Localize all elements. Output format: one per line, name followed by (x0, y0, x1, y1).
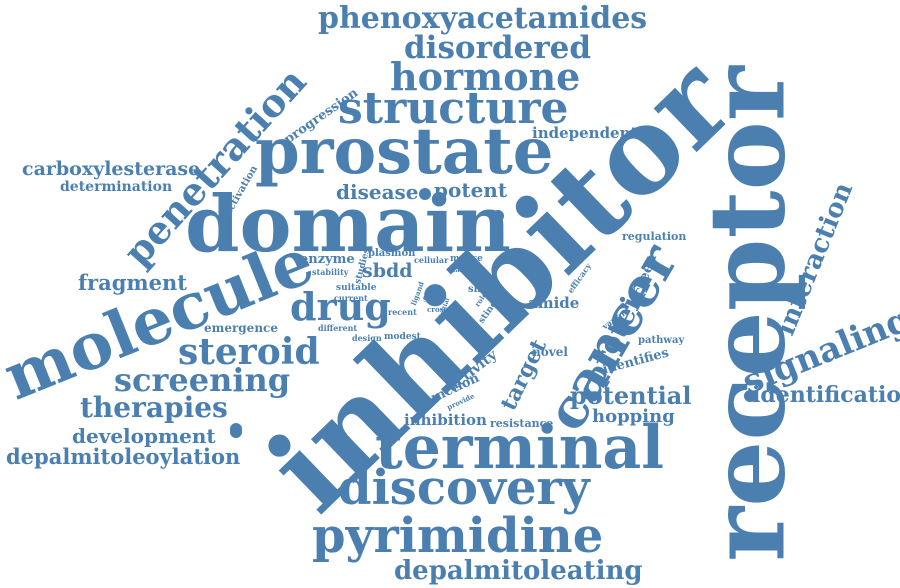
dot-identification (744, 390, 756, 402)
word-carboxylesterase: carboxylesterase (22, 158, 201, 180)
word-steroid: steroid (178, 331, 320, 373)
word-hormone: hormone (390, 54, 581, 99)
word-drug: drug (290, 284, 391, 329)
word-resistance: resistance (490, 417, 554, 430)
word-disordered: disordered (404, 30, 592, 66)
word-hopping: hopping (592, 406, 675, 427)
word-fragment: fragment (78, 270, 187, 295)
word-screening: screening (114, 361, 291, 399)
dot-inhibitor (492, 210, 504, 222)
word-design: design (352, 333, 382, 343)
word-therapies: therapies (80, 391, 228, 424)
word-terminal: terminal (375, 413, 665, 483)
word-plasmon: plasmon (368, 248, 416, 259)
word-potent: potent (434, 178, 508, 202)
word-pathway: pathway (638, 335, 685, 346)
word-good: good (423, 293, 443, 302)
word-pyrimidine: pyrimidine (312, 508, 604, 564)
word-sbdd: sbdd (362, 260, 413, 282)
word-prostate: prostate (255, 114, 554, 189)
word-modest: modest (384, 332, 421, 342)
word-amide: amide (528, 294, 580, 312)
word-shr: shr (468, 284, 487, 295)
word-depalmitoleating: depalmitoleating (394, 556, 643, 586)
word-cross: cross (427, 305, 448, 314)
word-independent: independent (532, 124, 638, 142)
word-current: current (334, 293, 368, 303)
word-determination: determination (60, 179, 173, 195)
word-disease: disease (336, 180, 419, 204)
word-inhibition: inhibition (404, 411, 487, 429)
word-domain: domain (185, 179, 511, 270)
word-cellular: cellular (414, 255, 449, 265)
word-discovery: discovery (338, 460, 590, 516)
word-potential: potential (570, 381, 692, 410)
word-phenoxyacetamides: phenoxyacetamides (318, 1, 648, 36)
word-enzyme: enzyme (300, 252, 355, 267)
word-depalmitoleoylation: depalmitoleoylation (6, 444, 241, 469)
word-regulation: regulation (622, 230, 687, 243)
word-tail: tail (453, 267, 465, 274)
dot-disease (419, 188, 431, 200)
word-structure: structure (338, 83, 569, 134)
word-stability: stability (312, 267, 349, 277)
word-ok: ok (434, 245, 443, 252)
word-emergence: emergence (204, 321, 278, 335)
word-development: development (72, 424, 216, 448)
word-recent: recent (388, 307, 417, 317)
word-novel: novel (532, 345, 568, 359)
dot-development-2 (230, 423, 242, 435)
word-mouse: mouse (450, 254, 483, 264)
word-suitable: suitable (336, 283, 377, 293)
word-different: different (318, 323, 358, 333)
word-identification: identification (752, 382, 900, 408)
